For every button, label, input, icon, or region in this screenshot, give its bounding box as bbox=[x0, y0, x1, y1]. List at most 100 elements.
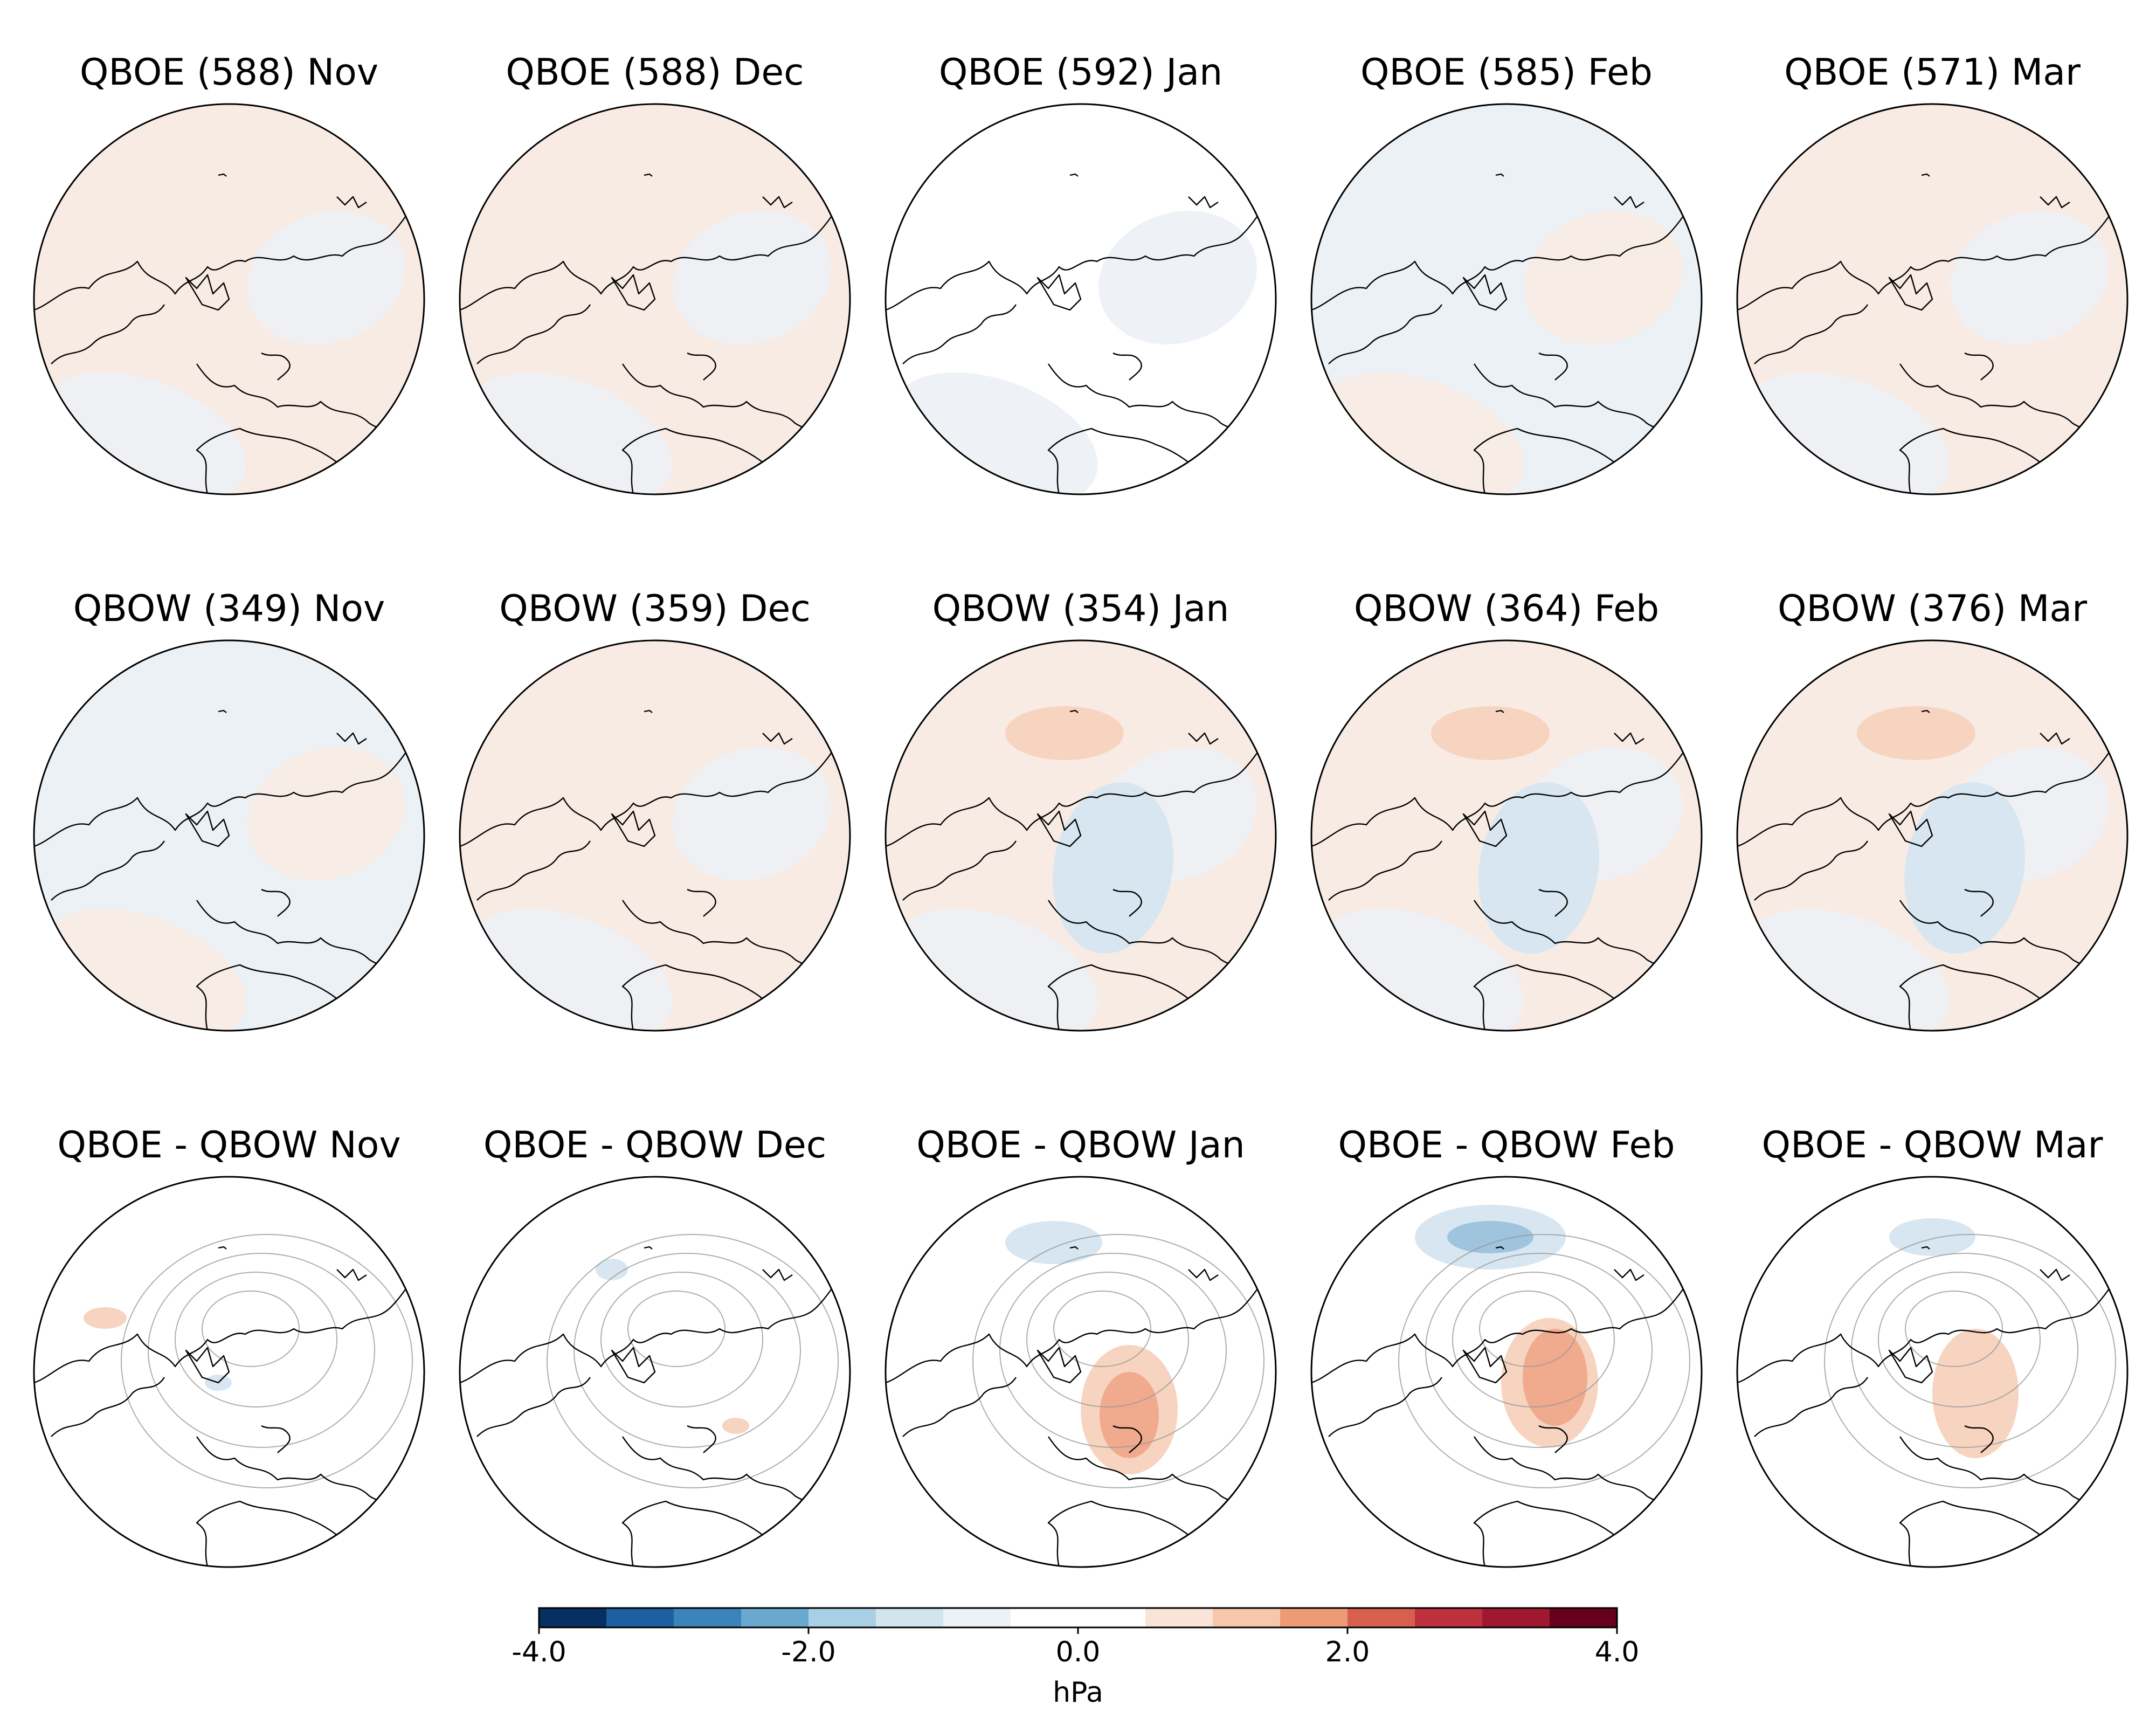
contour-line bbox=[1026, 1272, 1189, 1407]
map-boundary bbox=[459, 1176, 851, 1568]
colorbar-ticks bbox=[538, 1627, 1618, 1634]
contour-line bbox=[121, 1234, 413, 1488]
map-panels bbox=[33, 103, 2129, 1568]
map-boundary bbox=[33, 1176, 425, 1568]
map-panel-qbow-dec bbox=[459, 639, 851, 1032]
contour-line bbox=[547, 1234, 839, 1488]
contour-line bbox=[1053, 1291, 1151, 1367]
panel-title-qbow-dec: QBOW (359) Dec bbox=[499, 588, 811, 630]
colorbar-segment bbox=[876, 1608, 944, 1627]
contour-line bbox=[202, 1291, 300, 1367]
map-field bbox=[1737, 640, 2127, 1031]
map-boundary bbox=[884, 103, 1277, 495]
colorbar-segment bbox=[1482, 1608, 1550, 1627]
panel-title-diff-feb: QBOE - QBOW Feb bbox=[1338, 1124, 1675, 1167]
map-panel-qboe-jan bbox=[884, 103, 1277, 495]
panel-title-qboe-mar: QBOE (571) Mar bbox=[1784, 51, 2081, 94]
map-field bbox=[886, 640, 1276, 1031]
map-field bbox=[1737, 1177, 2127, 1567]
colorbar-segment bbox=[741, 1608, 809, 1627]
map-boundary bbox=[33, 103, 425, 495]
map-boundary bbox=[33, 639, 425, 1032]
contour-line bbox=[1851, 1253, 2078, 1448]
colorbar-segment bbox=[943, 1608, 1011, 1627]
map-field bbox=[34, 1177, 424, 1567]
colorbar-segment bbox=[1011, 1608, 1079, 1627]
panel-title-qboe-nov: QBOE (588) Nov bbox=[79, 51, 379, 94]
contour-line bbox=[175, 1272, 337, 1407]
contour-line bbox=[1479, 1291, 1577, 1367]
colorbar-segment bbox=[1415, 1608, 1483, 1627]
contour-line bbox=[999, 1253, 1227, 1448]
panel-title-qbow-nov: QBOW (349) Nov bbox=[73, 588, 385, 630]
contour-line bbox=[972, 1234, 1264, 1488]
map-panel-qbow-feb bbox=[1310, 639, 1703, 1032]
contour-line bbox=[148, 1253, 375, 1448]
colorbar-tick-label: 4.0 bbox=[1594, 1636, 1640, 1668]
map-field bbox=[460, 104, 850, 494]
map-boundary bbox=[1736, 103, 2129, 495]
contour-line bbox=[627, 1291, 725, 1367]
colorbar-segment bbox=[1078, 1608, 1146, 1627]
map-panel-qbow-jan bbox=[884, 639, 1277, 1032]
panel-title-diff-mar: QBOE - QBOW Mar bbox=[1761, 1124, 2103, 1167]
map-field bbox=[1311, 640, 1702, 1031]
coastlines bbox=[1311, 709, 1699, 1031]
map-panel-qboe-nov bbox=[33, 103, 425, 495]
map-panel-diff-nov bbox=[33, 1176, 425, 1568]
contour-line bbox=[1398, 1234, 1690, 1488]
colorbar-segment bbox=[808, 1608, 876, 1627]
map-field bbox=[460, 640, 850, 1031]
map-boundary bbox=[459, 103, 851, 495]
colorbar-tick-label: 2.0 bbox=[1325, 1636, 1370, 1668]
colorbar-segments bbox=[539, 1608, 1618, 1627]
map-boundary bbox=[1736, 639, 2129, 1032]
panel-title-diff-jan: QBOE - QBOW Jan bbox=[916, 1124, 1245, 1167]
contour-line bbox=[1452, 1272, 1615, 1407]
panel-title-qboe-dec: QBOE (588) Dec bbox=[506, 51, 804, 94]
contour-line bbox=[1878, 1272, 2041, 1407]
coastlines bbox=[1737, 709, 2125, 1031]
map-boundary bbox=[884, 1176, 1277, 1568]
colorbar-segment bbox=[1348, 1608, 1415, 1627]
colorbar bbox=[538, 1607, 1618, 1634]
map-field bbox=[1311, 1177, 1702, 1567]
map-boundary bbox=[1736, 1176, 2129, 1568]
map-field bbox=[34, 104, 424, 494]
contour-line bbox=[1905, 1291, 2003, 1367]
colorbar-tick-label: 0.0 bbox=[1055, 1636, 1101, 1668]
colorbar-segment bbox=[1280, 1608, 1348, 1627]
colorbar-segment bbox=[539, 1608, 607, 1627]
map-boundary bbox=[1310, 103, 1703, 495]
colorbar-segment bbox=[1213, 1608, 1281, 1627]
colorbar-segment bbox=[1550, 1608, 1618, 1627]
coastlines bbox=[460, 709, 847, 1031]
panel-title-qboe-feb: QBOE (585) Feb bbox=[1360, 51, 1653, 94]
colorbar-tick-label: -4.0 bbox=[512, 1636, 566, 1668]
map-panel-qboe-dec bbox=[459, 103, 851, 495]
map-boundary bbox=[1310, 639, 1703, 1032]
panel-title-diff-dec: QBOE - QBOW Dec bbox=[483, 1124, 827, 1167]
map-panel-diff-mar bbox=[1736, 1176, 2129, 1568]
map-panel-diff-feb bbox=[1310, 1176, 1703, 1568]
map-boundary bbox=[459, 639, 851, 1032]
colorbar-tick-label: -2.0 bbox=[781, 1636, 836, 1668]
map-panel-qbow-mar bbox=[1736, 639, 2129, 1032]
colorbar-unit-label: hPa bbox=[1053, 1676, 1103, 1709]
map-field bbox=[460, 1177, 850, 1567]
panel-title-qbow-jan: QBOW (354) Jan bbox=[932, 588, 1229, 630]
map-panel-qboe-feb bbox=[1310, 103, 1703, 495]
colorbar-segment bbox=[1145, 1608, 1213, 1627]
contour-line bbox=[573, 1253, 801, 1448]
panel-title-qboe-jan: QBOE (592) Jan bbox=[938, 51, 1223, 94]
map-panel-diff-jan bbox=[884, 1176, 1277, 1568]
map-field bbox=[886, 104, 1276, 494]
coastlines bbox=[1311, 173, 1699, 494]
map-panel-qbow-nov bbox=[33, 639, 425, 1032]
coastlines bbox=[1737, 173, 2125, 494]
colorbar-segment bbox=[674, 1608, 742, 1627]
map-panel-qboe-mar bbox=[1736, 103, 2129, 495]
map-boundary bbox=[884, 639, 1277, 1032]
coastlines bbox=[1737, 1246, 2125, 1567]
